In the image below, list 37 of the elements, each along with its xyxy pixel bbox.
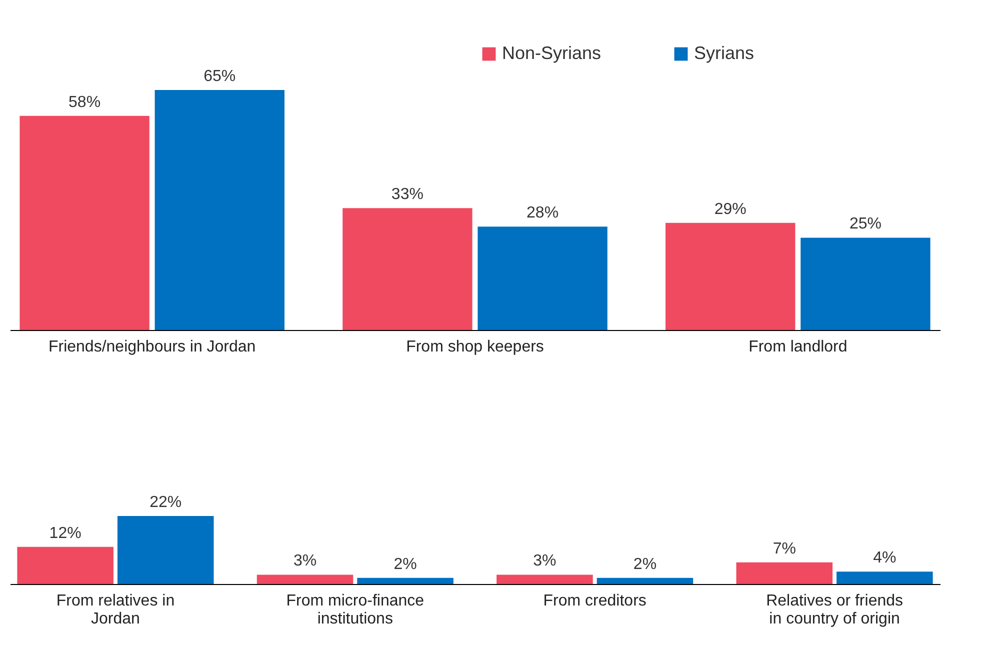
data-label: 33%	[391, 186, 424, 204]
x-tick-label: From landlord	[748, 338, 848, 356]
x-tick-label: Relatives or friends in country of origin	[766, 592, 904, 628]
legend-label: Syrians	[694, 43, 754, 63]
bar	[666, 222, 796, 330]
data-label: 25%	[849, 216, 882, 233]
bar	[154, 90, 284, 330]
bar	[256, 574, 354, 584]
data-label: 4%	[873, 550, 896, 567]
bar	[342, 208, 472, 330]
data-label: 12%	[49, 524, 82, 542]
x-tick-label: From creditors	[543, 592, 646, 610]
bar	[836, 572, 933, 584]
data-label: 65%	[204, 68, 236, 85]
x-tick-label: Friends/neighbours in Jordan	[48, 338, 256, 356]
data-label: 29%	[714, 200, 746, 218]
bar	[478, 226, 608, 330]
data-label: 3%	[293, 552, 317, 570]
bar	[17, 546, 114, 584]
data-label: 58%	[68, 94, 101, 111]
bar	[357, 578, 454, 584]
bar	[596, 578, 694, 584]
bar	[736, 562, 833, 584]
data-label: 28%	[526, 204, 559, 222]
data-label: 2%	[394, 556, 417, 573]
data-label: 3%	[533, 552, 556, 570]
data-label: 22%	[150, 494, 182, 511]
bar	[496, 574, 593, 584]
legend-label: Non-Syrians	[502, 43, 602, 63]
bar	[800, 238, 930, 330]
x-tick-label: From micro-finance institutions	[286, 592, 424, 628]
x-tick-label: From relatives in Jordan	[56, 592, 175, 628]
x-tick-label: From shop keepers	[406, 338, 544, 356]
data-label: 7%	[772, 540, 796, 558]
bar	[20, 116, 150, 330]
data-label: 2%	[633, 556, 657, 573]
bar	[117, 516, 214, 584]
